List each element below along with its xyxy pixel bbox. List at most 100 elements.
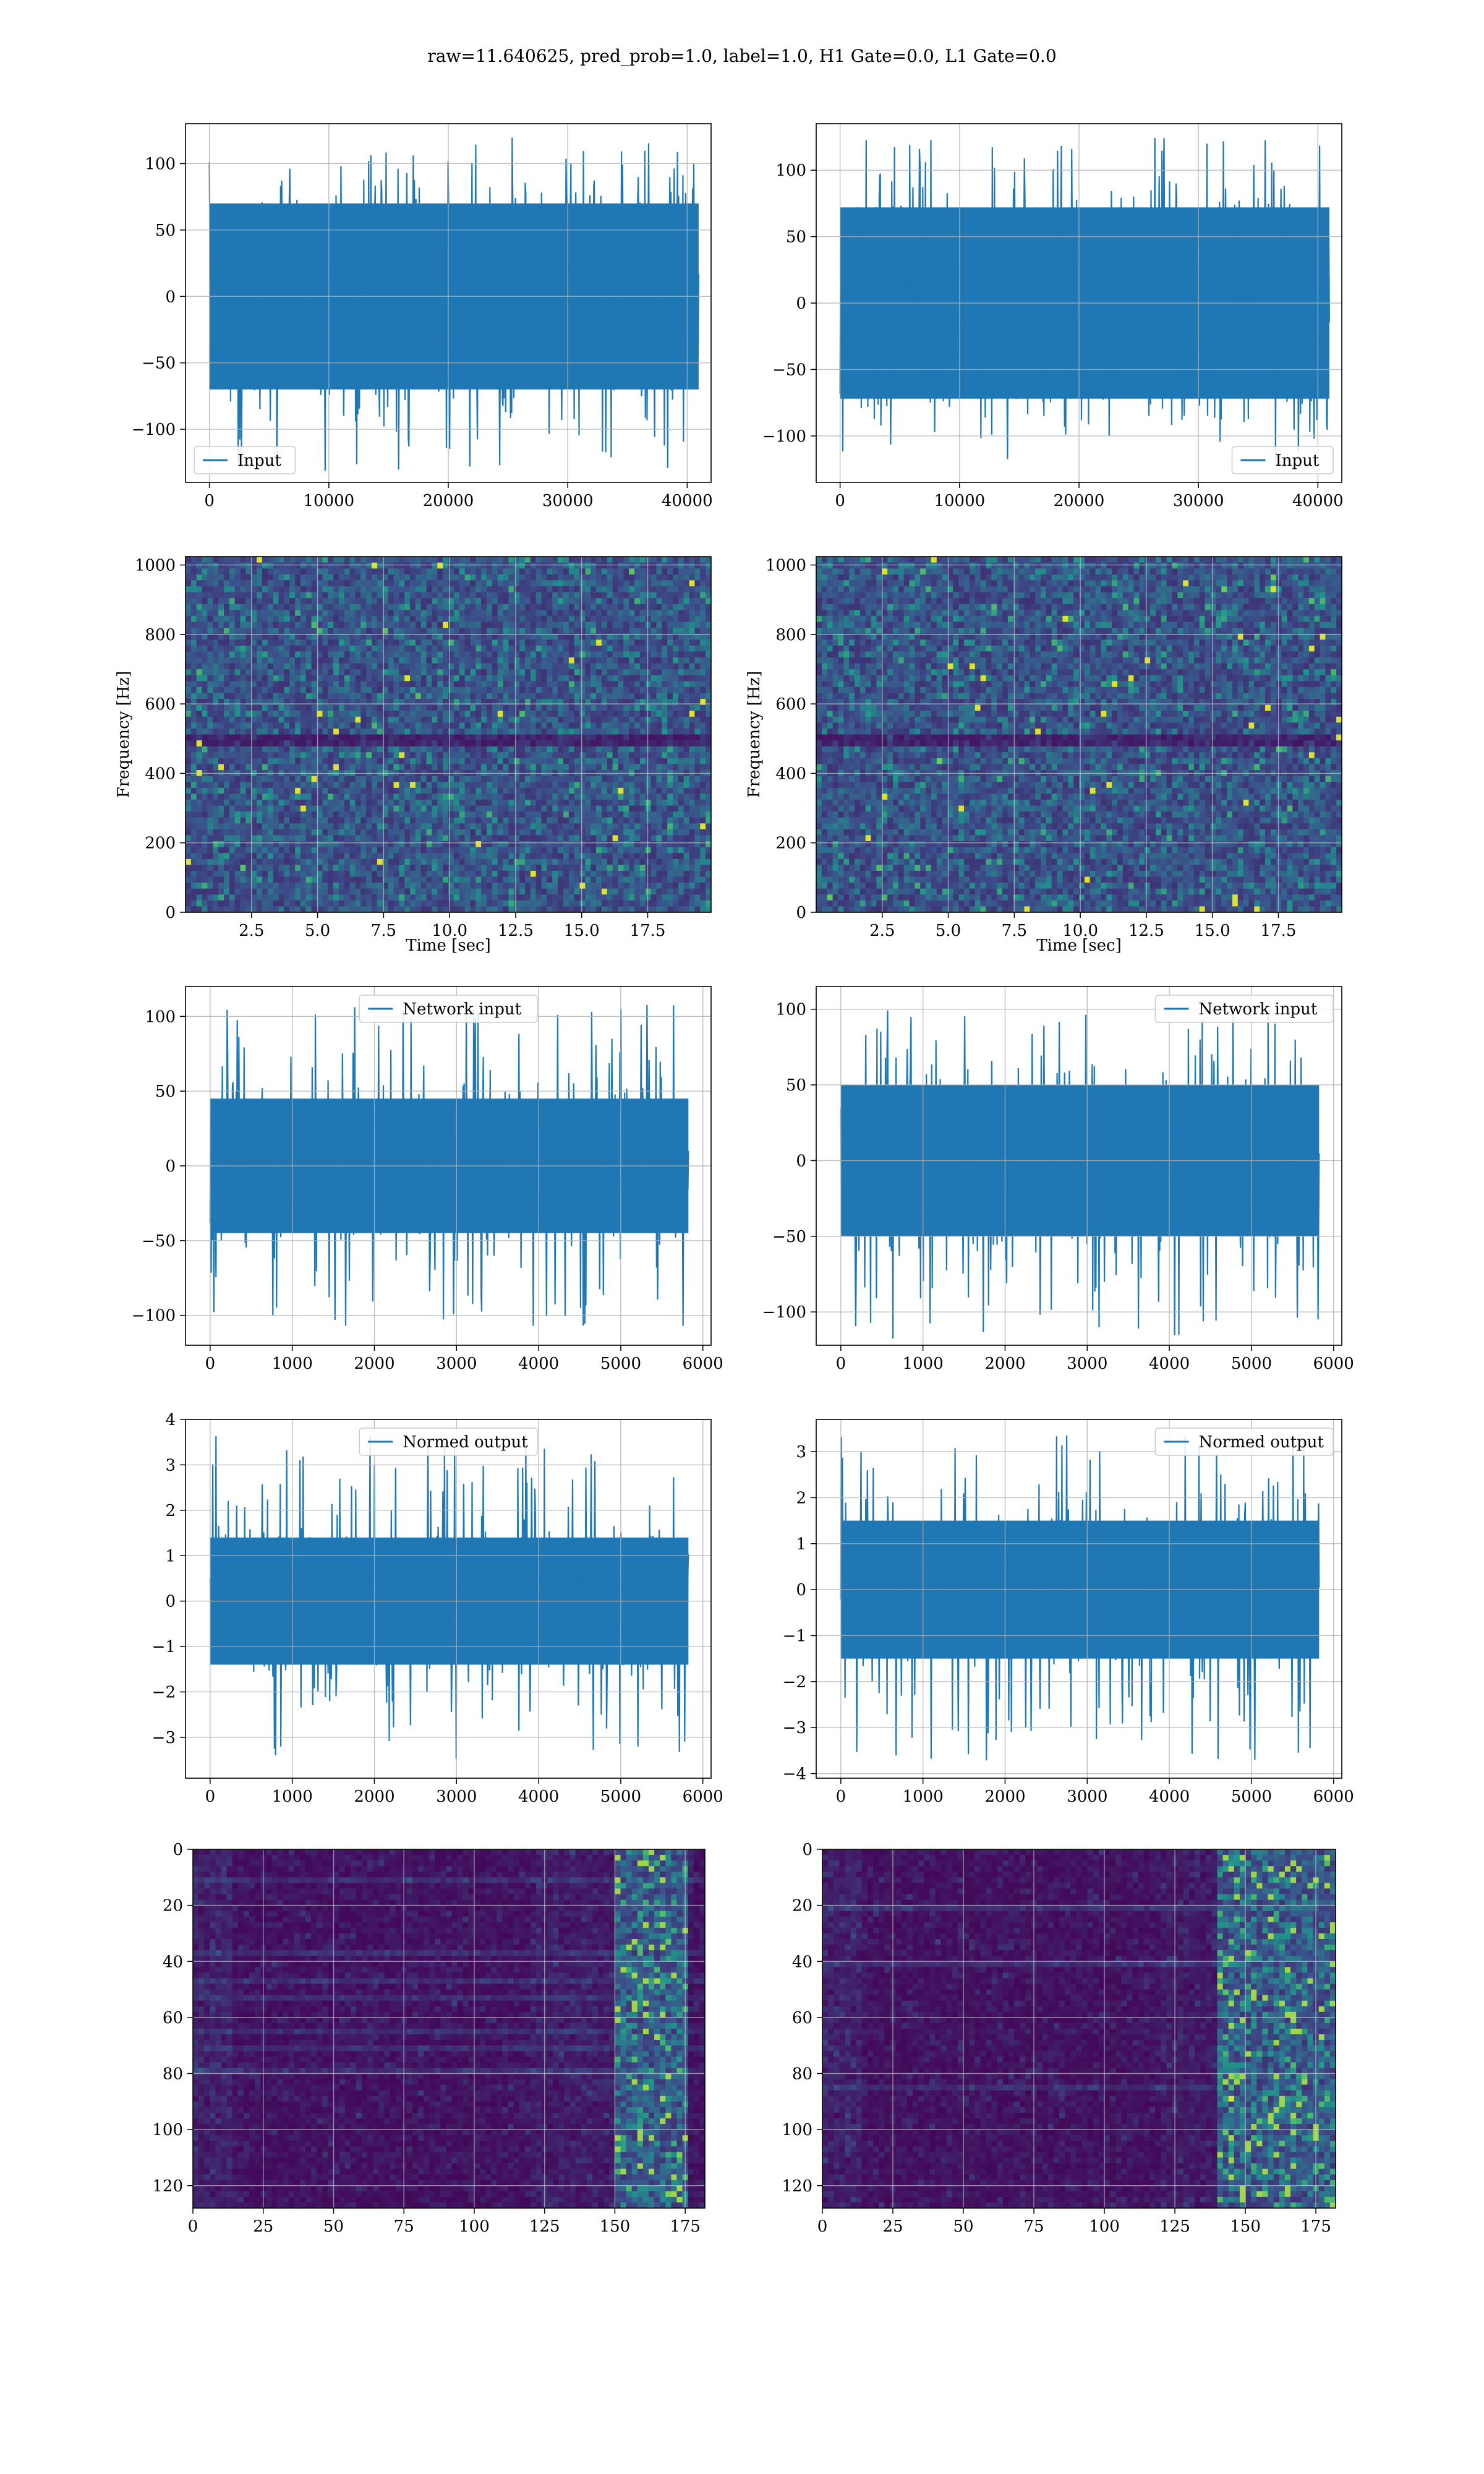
h1-spectrogram-cell [535, 758, 542, 764]
h1-spectrogram-cell [415, 787, 422, 794]
h1-spectrogram-cell [591, 568, 597, 575]
h1-spectrogram-cell [694, 669, 701, 676]
h1-spectrogram-cell [700, 580, 706, 587]
h1-spectrogram-cell [579, 716, 586, 723]
h1-spectrogram-cell [706, 758, 711, 764]
h1-spectrogram-cell [426, 752, 433, 759]
h1-spectrogram-cell [519, 592, 526, 599]
h1-spectrogram-cell [667, 586, 673, 593]
h1-spectrogram-cell [547, 592, 553, 599]
h1-spectrogram-cell [305, 782, 312, 789]
h1-spectrogram-cell [196, 823, 203, 830]
h1-spectrogram-cell [683, 580, 690, 587]
h1-spectrogram-cell [257, 580, 263, 587]
h1-spectrogram-cell [607, 598, 613, 605]
h1-spectrogram-cell [519, 651, 526, 658]
h1-spectrogram-cell [372, 752, 378, 759]
h1-spectrogram-cell [530, 675, 537, 682]
h1-spectrogram-cell [448, 835, 454, 842]
h1-spectrogram-cell [601, 622, 608, 628]
h1-spectrogram-cell [262, 592, 268, 599]
h1-spectrogram-cell [295, 557, 301, 563]
h1-spectrogram-cell [700, 651, 706, 658]
h1-spectrogram-cell [470, 704, 476, 711]
h1-spectrogram-cell [317, 615, 323, 622]
h1-spectrogram-cell [207, 829, 213, 836]
h1-spectrogram-cell [481, 728, 487, 735]
h1-spectrogram-cell [508, 633, 514, 640]
h1-spectrogram-cell [541, 622, 547, 628]
h1-spectrogram-cell [694, 633, 701, 640]
h1-spectrogram-cell [229, 592, 236, 599]
h1-spectrogram-cell [623, 704, 629, 711]
h1-spectrogram-cell [202, 858, 208, 865]
h1-spectrogram-cell [426, 568, 433, 575]
h1-spectrogram-cell [459, 610, 466, 617]
h1-spectrogram-cell [257, 598, 263, 605]
h1-spectrogram-cell [284, 776, 290, 782]
h1-spectrogram-cell [377, 764, 383, 771]
h1-spectrogram-cell [190, 805, 197, 812]
h1-spectrogram-cell [574, 752, 581, 759]
h1-spectrogram-cell [612, 782, 619, 789]
h1-spectrogram-cell [349, 787, 356, 794]
h1-spectrogram-cell [673, 640, 679, 646]
h1-spectrogram-cell [673, 557, 679, 563]
h1-spectrogram-cell [328, 562, 334, 569]
h1-spectrogram-cell [366, 841, 372, 848]
h1-spectrogram-cell [251, 640, 257, 646]
h1-spectrogram-cell [547, 817, 553, 824]
h1-spectrogram-cell [338, 764, 345, 771]
h1-spectrogram-cell [470, 734, 476, 741]
h1-spectrogram-cell [492, 716, 498, 723]
h1-spectrogram-cell [453, 716, 460, 723]
h1-spectrogram-cell [229, 657, 236, 664]
h1-spectrogram-cell [519, 568, 526, 575]
h1-spectrogram-cell [410, 604, 416, 610]
h1-spectrogram-cell [349, 835, 356, 842]
h1-spectrogram-cell [377, 805, 383, 812]
h1-spectrogram-cell [629, 787, 635, 794]
h1-spectrogram-cell [284, 829, 290, 836]
h1-spectrogram-cell [349, 651, 356, 658]
h1-spectrogram-cell [366, 568, 372, 575]
h1-spectrogram-cell [202, 823, 208, 830]
h1-spectrogram-cell [508, 722, 514, 729]
h1-spectrogram-cell [234, 746, 241, 753]
h1-spectrogram-cell [568, 847, 575, 854]
h1-spectrogram-cell [388, 734, 394, 741]
h1-spectrogram-cell [317, 610, 323, 617]
h1-spectrogram-cell [530, 853, 537, 860]
h1-spectrogram-cell [426, 628, 433, 635]
h1-spectrogram-cell [273, 699, 279, 706]
h1-spectrogram-cell [305, 645, 312, 652]
h1-spectrogram-cell [224, 663, 230, 670]
h1-spectrogram-cell [645, 829, 652, 836]
h1-spectrogram-cell [514, 580, 520, 587]
h1-spectrogram-cell [218, 858, 224, 865]
h1-spectrogram-cell [481, 640, 487, 646]
h1-spectrogram-cell [623, 604, 629, 610]
h1-spectrogram-cell [650, 604, 657, 610]
h1-spectrogram-cell [459, 853, 466, 860]
h1-spectrogram-cell [694, 752, 701, 759]
h1-spectrogram-cell [202, 829, 208, 836]
h1-spectrogram-cell [295, 663, 301, 670]
h1-spectrogram-cell [601, 722, 608, 729]
h1-spectrogram-cell [404, 699, 411, 706]
h1-spectrogram-cell [207, 716, 213, 723]
h1-spectrogram-cell [618, 663, 624, 670]
h1-spectrogram-cell [410, 704, 416, 711]
h1-spectrogram-cell [284, 615, 290, 622]
h1-spectrogram-cell [388, 740, 394, 747]
h1-spectrogram-cell [579, 711, 586, 717]
h1-spectrogram-cell [229, 651, 236, 658]
h1-spectrogram-cell [683, 728, 690, 735]
h1-spectrogram-cell [706, 704, 711, 711]
h1-spectrogram-cell [432, 687, 438, 693]
h1-spectrogram-cell [607, 568, 613, 575]
h1-spectrogram-cell [240, 853, 246, 860]
h1-spectrogram-cell [338, 794, 345, 800]
h1-spectrogram-cell [399, 693, 405, 700]
h1-spectrogram-cell [344, 568, 351, 575]
